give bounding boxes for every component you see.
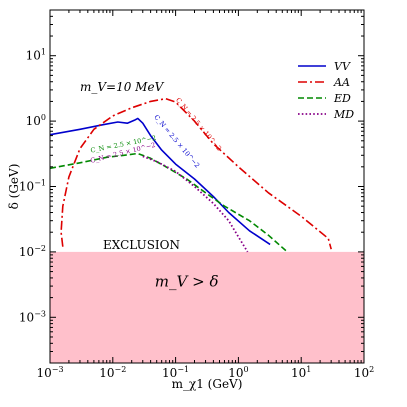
axis-labels: m_χ1 (GeV) δ (GeV) [7, 164, 242, 391]
legend-label-aa: AA [333, 76, 350, 89]
series-line-vv [50, 117, 271, 246]
x-tick-label: 10−1 [162, 365, 189, 380]
y-tick-label: 10−2 [19, 244, 46, 259]
legend-label-md: MD [333, 108, 354, 121]
y-tick-label: 10−3 [19, 309, 46, 324]
plot-frame [49, 9, 365, 364]
x-tick-label: 100 [228, 365, 248, 380]
x-tick-label: 10−2 [99, 365, 126, 380]
y-tick-label: 10−1 [19, 179, 46, 194]
excluded-region-layer [50, 251, 364, 363]
series-line-md [142, 155, 249, 253]
x-axis-label: m_χ1 (GeV) [172, 377, 243, 391]
series-line-ed [50, 152, 288, 253]
exclusion-label: EXCLUSION [103, 238, 180, 252]
excluded-region [50, 251, 364, 363]
legend-label-ed: ED [333, 92, 351, 105]
y-tick-label: 100 [26, 113, 46, 128]
mediator-mass-label: m_V=10 MeV [80, 80, 165, 94]
x-tick-label: 102 [354, 365, 374, 380]
legend-label-vv: VV [334, 60, 351, 73]
series-layer [50, 97, 332, 253]
tick-layer: 10−3 10−2 10−1 100 101 102 10−3 10−2 10−1 100 101 [19, 9, 374, 380]
y-tick-label: 101 [26, 48, 46, 63]
shaded-region-label: m_V > δ [155, 273, 219, 291]
legend: VV AA ED MD [298, 60, 354, 121]
x-tick-label: 101 [291, 365, 311, 380]
x-tick-label: 10−3 [36, 365, 63, 380]
y-axis-label: δ (GeV) [7, 164, 21, 210]
